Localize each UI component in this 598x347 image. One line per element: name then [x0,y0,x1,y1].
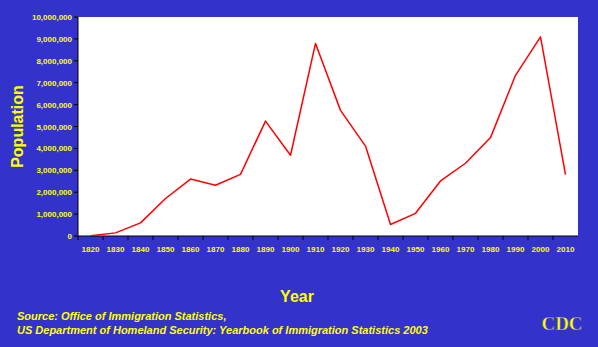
y-tick-label: 2,000,000 [36,188,72,197]
x-tick-label: 1850 [157,245,175,254]
y-tick-label: 10,000,000 [32,13,73,22]
chart: 0 1,000,000 2,000,000 3,000,000 4,000,000 5,0… [0,0,598,347]
x-tick-label: 1840 [132,245,150,254]
x-tick-label: 1960 [432,245,450,254]
x-axis [78,236,578,237]
x-tick [203,236,204,240]
x-tick-label: 1880 [232,245,250,254]
y-tick-label: 9,000,000 [36,35,72,44]
x-tick [528,236,529,240]
x-tick [353,236,354,240]
x-tick-label: 1820 [82,245,100,254]
x-tick [178,236,179,240]
y-tick-label: 8,000,000 [36,57,72,66]
y-tick [74,82,78,83]
x-tick [253,236,254,240]
y-tick-label: 7,000,000 [36,79,72,88]
y-axis [78,17,79,236]
x-tick-label: 1930 [357,245,375,254]
data-line [91,37,566,236]
x-tick-label: 1940 [382,245,400,254]
y-tick [74,236,78,237]
x-tick-label: 1870 [207,245,225,254]
y-tick-label: 6,000,000 [36,101,72,110]
x-tick [503,236,504,240]
source-note: Source: Office of Immigration Statistics… [17,310,226,322]
x-tick [103,236,104,240]
y-tick [74,60,78,61]
x-tick [378,236,379,240]
x-tick-label: 1830 [107,245,125,254]
y-tick-label: 3,000,000 [36,166,72,175]
x-tick-label: 1900 [282,245,300,254]
x-tick [228,236,229,240]
y-tick-label: 4,000,000 [36,144,72,153]
series-group [91,37,566,236]
x-tick [553,236,554,240]
y-tick [74,104,78,105]
y-tick [74,170,78,171]
x-tick [128,236,129,240]
x-tick [478,236,479,240]
logo: CDC [541,313,582,334]
x-tick-label: 1970 [457,245,475,254]
x-tick-label: 1910 [307,245,325,254]
y-tick [74,17,78,18]
x-tick-label: 1890 [257,245,275,254]
x-tick-label: 1950 [407,245,425,254]
x-tick [303,236,304,240]
x-tick [78,236,79,240]
x-tick [328,236,329,240]
y-tick [74,126,78,127]
x-tick-label: 1860 [182,245,200,254]
x-tick [453,236,454,240]
y-tick [74,148,78,149]
x-tick-label: 1990 [507,245,525,254]
x-tick-label: 1980 [482,245,500,254]
y-axis-title: Population [9,85,26,168]
x-tick [153,236,154,240]
x-tick-label: 2000 [532,245,550,254]
y-tick [74,214,78,215]
y-tick [74,38,78,39]
x-tick [428,236,429,240]
y-tick-label: 1,000,000 [36,210,72,219]
y-tick-label: 5,000,000 [36,123,72,132]
x-tick-label: 2010 [557,245,575,254]
source-note: US Department of Homeland Security: Year… [17,324,428,336]
x-tick-label: 1920 [332,245,350,254]
x-tick [278,236,279,240]
x-tick [403,236,404,240]
y-tick [74,192,78,193]
x-axis-title: Year [280,288,314,305]
y-tick-label: 0 [68,232,73,241]
plot-area [78,17,578,236]
